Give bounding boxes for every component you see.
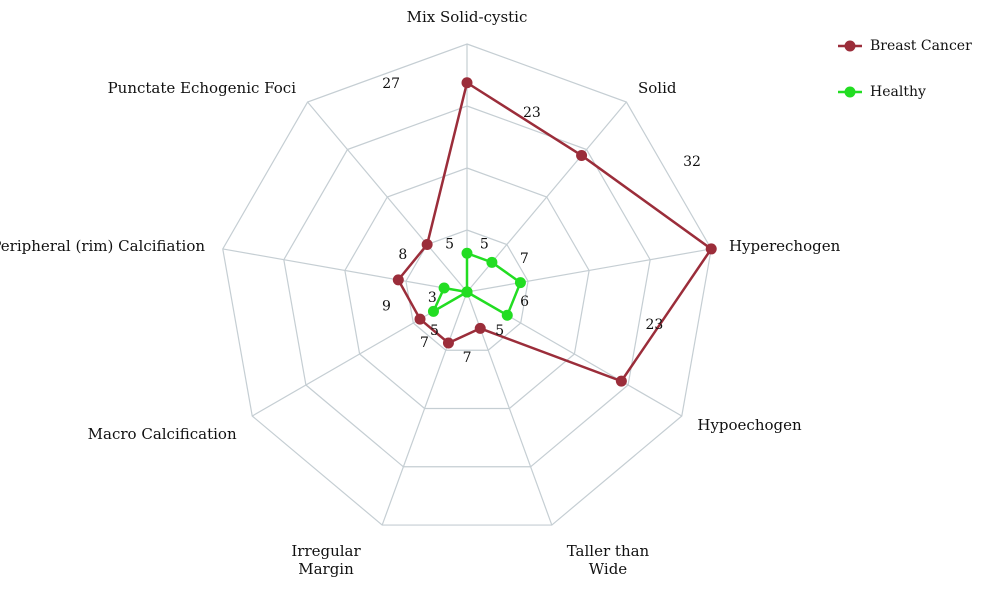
axis-spoke (381, 291, 468, 526)
axis-spoke (307, 101, 468, 293)
data-label: 5 (445, 236, 454, 252)
data-label: 23 (645, 317, 663, 333)
category-label: Hypoechogen (697, 416, 802, 434)
legend-label: Breast Cancer (870, 38, 972, 54)
grid-ring (405, 229, 529, 351)
axis-spoke (222, 248, 468, 293)
grid-ring (283, 105, 651, 468)
category-label: Irregular Margin (291, 541, 361, 578)
data-point (501, 309, 513, 321)
data-point (442, 337, 454, 349)
data-label: 5 (495, 323, 504, 339)
data-label: 5 (430, 323, 439, 339)
data-label: 23 (523, 105, 541, 121)
data-point (615, 375, 627, 387)
grid-ring (222, 43, 712, 526)
data-point (576, 149, 588, 161)
data-label: 3 (428, 290, 437, 306)
data-label: 27 (382, 76, 400, 92)
data-point (427, 305, 439, 317)
data-label: 7 (520, 251, 529, 267)
data-point (705, 243, 717, 255)
legend-label: Healthy (870, 84, 926, 100)
data-label: 7 (463, 350, 472, 366)
data-label: 7 (420, 335, 429, 351)
data-label: 5 (480, 236, 489, 252)
category-label: Peripheral (rim) Calcifiation (0, 236, 206, 255)
data-label: 8 (398, 247, 407, 263)
data-label: 32 (683, 154, 701, 170)
category-label: Solid (637, 79, 677, 98)
data-point (461, 77, 473, 89)
data-point (514, 277, 526, 289)
category-label: Hyperechogen (728, 236, 841, 255)
legend-marker (844, 40, 856, 52)
axis-spoke (466, 248, 712, 293)
legend-marker (844, 86, 856, 98)
category-label: Macro Calcification (87, 425, 237, 443)
category-label: Mix Solid-cystic (406, 8, 528, 26)
data-point (461, 247, 473, 259)
grid-ring (344, 167, 590, 410)
data-point (421, 239, 433, 251)
data-label: 6 (520, 294, 529, 310)
data-point (486, 256, 498, 268)
data-point (461, 286, 473, 298)
data-point (474, 322, 486, 334)
series-line (396, 80, 713, 383)
category-label: Taller than Wide (566, 541, 650, 578)
data-point (438, 282, 450, 294)
category-label: Punctate Echogenic Foci (107, 79, 297, 98)
data-point (414, 313, 426, 325)
data-point (392, 274, 404, 286)
data-label: 9 (382, 298, 391, 314)
